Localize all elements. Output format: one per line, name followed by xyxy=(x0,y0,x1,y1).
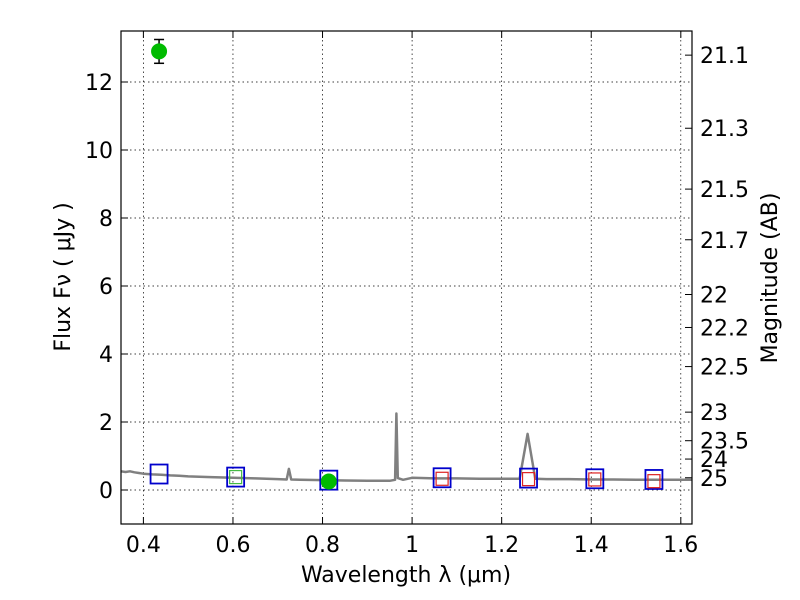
model-square-marker xyxy=(519,467,538,489)
x-axis-label-text: Wavelength λ (μm) xyxy=(301,563,511,588)
y2-tick-label: 25 xyxy=(700,467,728,492)
x-tick-label: 1.4 xyxy=(574,533,609,558)
y2-tick-label: 23 xyxy=(700,401,728,426)
y2-tick-label: 22.2 xyxy=(700,316,749,341)
y2-axis-label-text: Magnitude (AB) xyxy=(758,193,783,364)
y2-tick-label: 21.5 xyxy=(700,178,749,203)
y-axis-label: Flux Fν ( μJy ) xyxy=(51,202,76,351)
spectrum-line xyxy=(120,412,692,483)
model-square-marker xyxy=(644,469,664,490)
x-tick-label: 1.6 xyxy=(663,533,698,558)
upper-limit-marker xyxy=(521,472,536,487)
observed-point xyxy=(151,43,168,60)
y-axis-label-text: Flux Fν ( μJy ) xyxy=(51,202,76,351)
upper-limit-marker xyxy=(435,471,449,486)
observed-point xyxy=(320,473,337,490)
model-square-marker xyxy=(149,463,169,485)
y-tick-label: 10 xyxy=(85,139,113,164)
model-spectrum xyxy=(120,412,692,483)
y-tick-label: 12 xyxy=(85,71,113,96)
plot-frame xyxy=(120,30,693,525)
y-tick-label: 8 xyxy=(99,207,113,232)
x-tick-label: 1 xyxy=(405,533,419,558)
y2-tick-label: 21.1 xyxy=(700,44,749,69)
y-tick-label: 4 xyxy=(99,343,113,368)
upper-limit-marker xyxy=(588,472,602,487)
y2-tick-label: 23.5 xyxy=(700,430,749,455)
model-square-marker xyxy=(585,468,605,490)
y2-axis-label: Magnitude (AB) xyxy=(758,193,783,364)
y-tick-label: 2 xyxy=(99,411,113,436)
y2-tick-label: 22.5 xyxy=(700,356,749,381)
grid-lines xyxy=(121,31,692,524)
x-tick-label: 0.6 xyxy=(215,533,250,558)
y2-tick-label: 21.3 xyxy=(700,117,749,142)
axis-ticks: 0.4 0.6 0.8 1 1.2 1.4 1.602468101221.121.321.5… xyxy=(85,31,749,558)
y-tick-label: 6 xyxy=(99,275,113,300)
model-square-marker xyxy=(226,466,246,488)
inner-square-marker xyxy=(229,469,243,485)
x-tick-label: 1.2 xyxy=(484,533,519,558)
x-tick-label: 0.8 xyxy=(305,533,340,558)
upper-limit-marker xyxy=(647,474,661,489)
y-tick-label: 0 xyxy=(99,479,113,504)
x-tick-label: 0.4 xyxy=(126,533,161,558)
photometry-markers xyxy=(149,38,664,491)
model-square-marker xyxy=(319,469,339,491)
y2-tick-label: 21.7 xyxy=(700,229,749,254)
y2-tick-label: 22 xyxy=(700,284,728,309)
model-square-marker xyxy=(432,467,452,489)
y2-tick-label: 24 xyxy=(700,448,728,473)
x-axis-label: Wavelength λ (μm) xyxy=(301,563,511,588)
